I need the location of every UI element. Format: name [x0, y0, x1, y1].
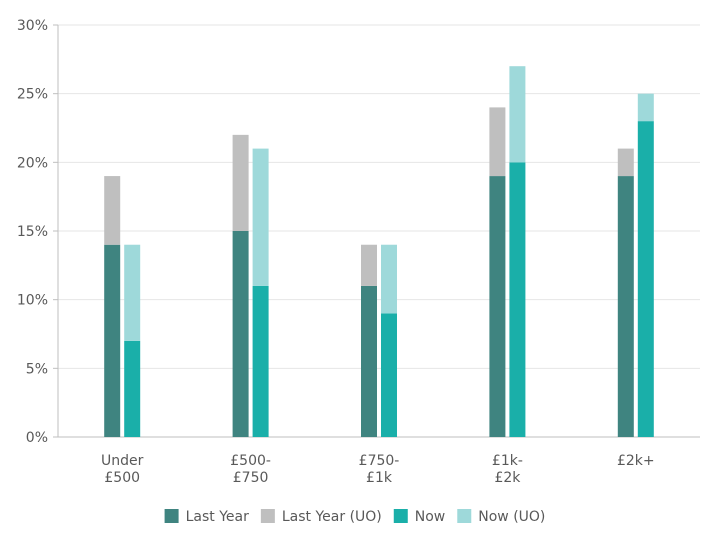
y-tick-label: 15% [17, 224, 48, 240]
y-tick-label: 25% [17, 87, 48, 103]
bar-last-year [617, 176, 634, 438]
bar-last-year [104, 244, 121, 437]
x-category-label: £500-£750 [230, 453, 271, 486]
bar-last-year-uo [232, 134, 249, 231]
bar-now [381, 313, 397, 437]
bar-now [252, 285, 269, 437]
bar-now [509, 162, 526, 438]
y-tick-label: 30% [17, 18, 48, 34]
bar-last-year-uo [489, 107, 506, 177]
x-category-label: £750-£1k [359, 453, 400, 486]
bar-last-year [489, 176, 506, 438]
bar-now-uo [252, 148, 269, 286]
bar-now-uo [124, 244, 141, 341]
x-category-label: Under £500 [101, 453, 144, 486]
x-category-label: £1k-£2k [492, 453, 523, 486]
y-tick-label: 10% [17, 293, 48, 309]
y-tick-label: 0% [26, 430, 48, 446]
legend-label: Now [415, 509, 446, 525]
y-axis: 0% 5% 10% 15% 20% 25% 30% [17, 18, 59, 446]
bar-now [124, 340, 141, 437]
legend-swatch [260, 509, 275, 523]
bar-last-year-uo [617, 148, 634, 177]
bar-now-uo [637, 93, 654, 122]
x-axis-labels: Under £500 £500-£750 £750-£1k £1k-£2k £2k+ [101, 453, 655, 486]
bar-now [637, 121, 654, 437]
bar-last-year-uo [361, 244, 377, 286]
bar-last-year-uo [104, 176, 121, 245]
bar-now-uo [509, 66, 526, 163]
legend-label: Now (UO) [478, 509, 545, 525]
x-category-label: £2k+ [617, 453, 655, 469]
bar-last-year [232, 231, 249, 437]
legend-swatch [457, 509, 472, 523]
y-tick-label: 20% [17, 155, 48, 171]
legend: Last Year Last Year (UO) Now Now (UO) [164, 509, 545, 525]
gridlines [58, 24, 700, 438]
legend-label: Last Year (UO) [282, 509, 382, 525]
bars [104, 66, 654, 438]
legend-label: Last Year [186, 509, 249, 525]
y-tick-label: 5% [26, 361, 48, 377]
legend-swatch [393, 509, 408, 523]
legend-swatch [164, 509, 179, 523]
bar-now-uo [381, 244, 397, 314]
bar-last-year [361, 285, 377, 437]
